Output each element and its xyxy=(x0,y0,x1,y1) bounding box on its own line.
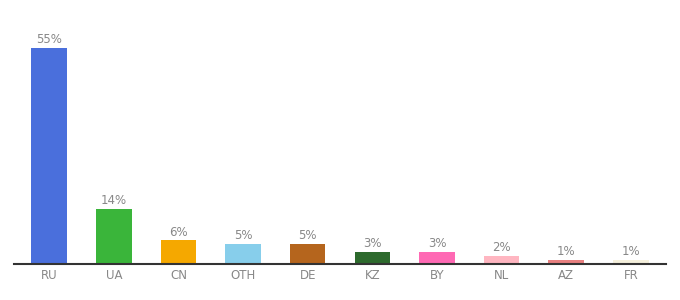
Bar xyxy=(483,256,520,264)
Bar xyxy=(225,244,261,264)
Bar xyxy=(31,48,67,264)
Text: 5%: 5% xyxy=(234,230,252,242)
Text: 3%: 3% xyxy=(363,237,381,250)
Bar xyxy=(354,252,390,264)
Bar xyxy=(549,260,584,264)
Text: 6%: 6% xyxy=(169,226,188,238)
Text: 55%: 55% xyxy=(36,34,62,46)
Bar xyxy=(96,209,131,264)
Bar xyxy=(160,241,197,264)
Text: 1%: 1% xyxy=(622,245,640,258)
Text: 5%: 5% xyxy=(299,230,317,242)
Bar xyxy=(419,252,455,264)
Text: 2%: 2% xyxy=(492,241,511,254)
Bar xyxy=(290,244,326,264)
Text: 1%: 1% xyxy=(557,245,575,258)
Text: 14%: 14% xyxy=(101,194,127,207)
Text: 3%: 3% xyxy=(428,237,446,250)
Bar xyxy=(613,260,649,264)
